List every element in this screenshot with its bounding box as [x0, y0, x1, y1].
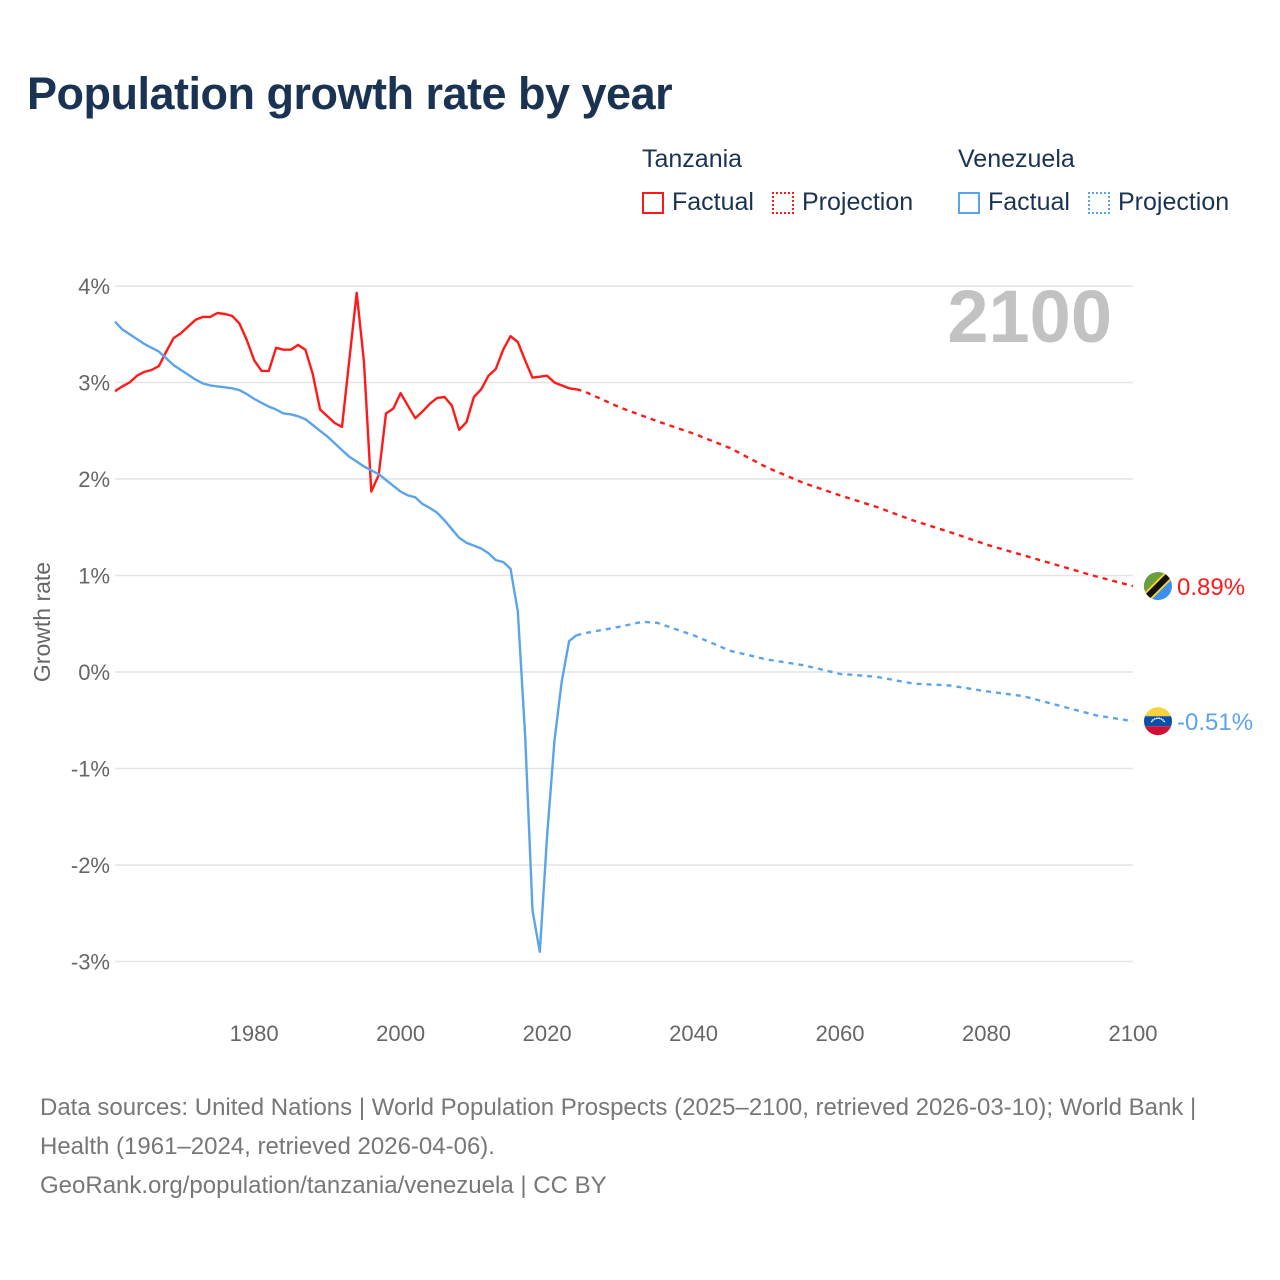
credit-link[interactable]: GeoRank.org/population/tanzania/venezuel…: [40, 1172, 607, 1199]
x-tick-label: 2000: [376, 1021, 425, 1046]
legend-label: Projection: [801, 188, 914, 216]
venezuela-flag-icon: [1144, 707, 1172, 736]
legend-venezuela-projection[interactable]: Projection: [1087, 188, 1230, 217]
current-year-label: 2100: [947, 275, 1112, 358]
legend-group-tanzania: Tanzania Factual Projection: [642, 145, 931, 221]
legend-tanzania-factual[interactable]: Factual: [642, 188, 754, 217]
legend-group-name: Tanzania: [642, 145, 743, 173]
venezuela-end-value: -0.51%: [1177, 709, 1253, 736]
y-tick-label: 3%: [78, 371, 110, 396]
legend-group-venezuela: Venezuela Factual Projection: [958, 145, 1229, 221]
venezuela-projection-line: [576, 620, 1134, 723]
y-axis-ticks: 4% 3% 2% 1% 0% -1% -2% -3%: [71, 274, 110, 975]
legend-swatch: [771, 191, 794, 214]
grid-lines: [115, 285, 1133, 963]
x-tick-label: 2040: [669, 1021, 718, 1046]
x-tick-label: 2060: [816, 1021, 865, 1046]
series-lines: [114, 291, 1134, 953]
x-tick-label: 2100: [1109, 1021, 1158, 1046]
legend-label: Factual: [988, 188, 1070, 216]
x-axis-ticks: 1980 2000 2020 2040 2060 2080 2100: [230, 1021, 1158, 1046]
footer: Data sources: United Nations | World Pop…: [40, 1088, 1240, 1205]
y-tick-label: 2%: [78, 467, 110, 492]
legend-label: Projection: [1117, 188, 1230, 216]
end-labels: 0.89% -0.51%: [1144, 572, 1253, 736]
y-tick-label: -2%: [71, 853, 110, 878]
legend-tanzania-projection[interactable]: Projection: [771, 188, 914, 217]
y-tick-label: 4%: [78, 274, 110, 299]
y-tick-label: -1%: [71, 757, 110, 782]
legend-label: Factual: [672, 188, 754, 216]
y-axis-label: Growth rate: [29, 562, 55, 682]
venezuela-factual-line: [114, 320, 578, 953]
tanzania-factual-line: [114, 291, 577, 493]
legend-swatch: [1087, 191, 1110, 214]
chart-plot: 4% 3% 2% 1% 0% -1% -2% -3% 1980 2000 2020 2040 2060…: [29, 274, 1253, 1046]
chart-title: Population growth rate by year: [27, 68, 673, 119]
legend-group-name: Venezuela: [958, 145, 1075, 173]
legend-swatch: [958, 191, 980, 214]
x-tick-label: 2020: [523, 1021, 572, 1046]
y-tick-label: -3%: [71, 950, 110, 975]
tanzania-flag-icon: [1144, 572, 1172, 601]
y-tick-label: 0%: [78, 660, 110, 685]
tanzania-projection-line: [576, 388, 1134, 588]
tanzania-end-value: 0.89%: [1177, 574, 1245, 601]
x-tick-label: 2080: [962, 1021, 1011, 1046]
legend-venezuela-factual[interactable]: Factual: [958, 188, 1070, 217]
legend-swatch: [642, 191, 664, 214]
data-sources: Data sources: United Nations | World Pop…: [40, 1094, 1197, 1160]
x-tick-label: 1980: [230, 1021, 279, 1046]
y-tick-label: 1%: [78, 564, 110, 589]
